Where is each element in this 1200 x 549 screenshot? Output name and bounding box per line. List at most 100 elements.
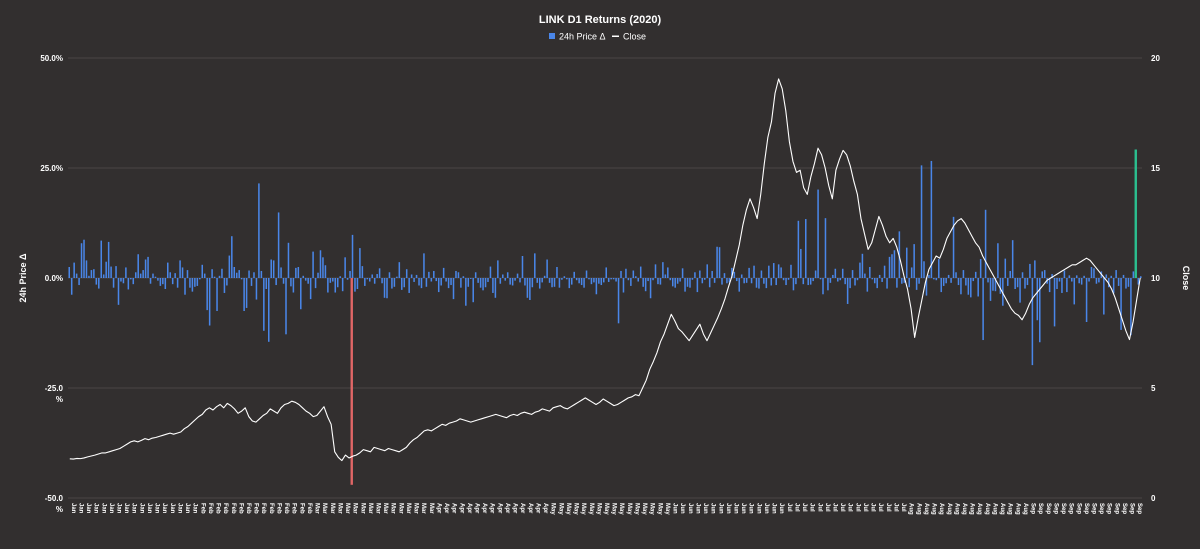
x-tick-label: Apr	[496, 503, 502, 514]
x-tick-label: May	[595, 503, 601, 515]
x-tick-label: Mar	[336, 503, 342, 514]
return-bar	[268, 278, 270, 342]
y-left-tick-label: 25.0%	[40, 164, 63, 173]
return-bar	[659, 278, 662, 285]
return-bar	[543, 275, 546, 278]
return-bar	[1137, 278, 1140, 285]
return-bar	[704, 278, 706, 280]
return-bar	[1063, 270, 1066, 278]
return-bar	[915, 278, 918, 290]
return-bar	[504, 278, 506, 281]
return-bar	[642, 278, 644, 287]
return-bar	[671, 278, 674, 287]
return-bar	[255, 278, 258, 300]
return-bar	[827, 278, 829, 291]
x-tick-label: Jul	[870, 503, 876, 512]
x-tick-label: Feb	[199, 503, 205, 514]
x-tick-label: Jul	[816, 503, 822, 512]
return-bar	[479, 278, 482, 288]
return-bar	[356, 278, 359, 289]
return-bar	[785, 278, 787, 286]
return-bar	[428, 271, 430, 278]
return-bar	[1024, 278, 1026, 289]
x-tick-label: Mar	[397, 503, 403, 514]
return-bar	[506, 272, 509, 278]
return-bar	[588, 278, 590, 280]
x-tick-label: Sep	[1075, 503, 1081, 514]
return-bar	[68, 267, 70, 278]
return-bar	[832, 274, 834, 278]
x-tick-label: Aug	[938, 503, 944, 515]
chart-title: LINK D1 Returns (2020)	[539, 14, 662, 26]
return-bar	[474, 272, 477, 278]
return-bar	[223, 278, 226, 293]
x-tick-label: Mar	[428, 503, 434, 514]
return-bar	[837, 278, 839, 282]
return-bar	[871, 278, 874, 280]
return-bar	[359, 248, 361, 278]
return-bar	[664, 274, 667, 278]
return-bar	[218, 275, 221, 278]
return-bar	[637, 278, 640, 282]
x-tick-label: Jul	[892, 503, 898, 512]
return-bar	[487, 278, 489, 282]
x-tick-label: Jul	[877, 503, 883, 512]
return-bar	[134, 272, 137, 278]
return-bar	[319, 250, 322, 278]
return-bar	[122, 278, 125, 284]
return-bar	[960, 278, 962, 295]
return-bar	[174, 273, 176, 278]
x-tick-label: Sep	[1060, 503, 1066, 514]
return-bar	[489, 266, 492, 278]
return-bar	[497, 260, 499, 278]
return-bar	[457, 272, 460, 278]
x-tick-label: Apr	[458, 503, 464, 514]
return-bar	[297, 267, 300, 278]
x-tick-label: Apr	[443, 503, 449, 514]
x-tick-label: May	[550, 503, 556, 515]
x-tick-label: Jun	[771, 503, 777, 514]
return-bar	[415, 274, 418, 278]
return-bar	[1053, 278, 1056, 327]
x-tick-label: May	[588, 503, 594, 515]
return-bar	[90, 270, 93, 278]
return-bar	[213, 276, 216, 278]
return-bar	[930, 160, 933, 278]
x-tick-label: Apr	[542, 503, 548, 514]
return-bar	[462, 276, 465, 278]
return-bar	[73, 262, 75, 278]
return-bar	[1132, 271, 1135, 278]
return-bar	[903, 278, 906, 283]
return-bar	[691, 278, 694, 280]
return-bar	[433, 270, 435, 278]
return-bar	[873, 278, 876, 284]
return-bar	[982, 278, 984, 341]
return-bar	[208, 278, 211, 326]
return-bar	[430, 278, 433, 282]
return-bar	[226, 278, 228, 286]
return-bar	[605, 267, 607, 278]
x-tick-label: Feb	[298, 503, 304, 514]
x-tick-label: Sep	[1113, 503, 1119, 514]
return-bar	[834, 268, 837, 278]
return-bar	[657, 278, 659, 285]
return-bar	[654, 264, 657, 278]
x-tick-label: Feb	[260, 503, 266, 514]
x-tick-label: Aug	[1022, 503, 1028, 515]
y-right-axis-title: Close	[1181, 266, 1191, 291]
x-tick-label: Apr	[519, 503, 525, 514]
return-bar	[758, 278, 760, 289]
return-bar	[1093, 268, 1095, 278]
return-bar	[211, 269, 213, 278]
return-bar	[117, 278, 120, 305]
x-tick-label: Jan	[108, 503, 114, 514]
x-tick-label: Apr	[466, 503, 472, 514]
return-bar	[1014, 278, 1016, 289]
return-bar	[551, 278, 553, 288]
x-tick-label: Jan	[146, 503, 152, 514]
x-tick-label: Jun	[778, 503, 784, 514]
return-bar	[866, 278, 869, 292]
x-tick-label: Apr	[435, 503, 441, 514]
return-bar	[526, 278, 529, 298]
y-left-tick-label: -50.0%	[45, 494, 64, 514]
